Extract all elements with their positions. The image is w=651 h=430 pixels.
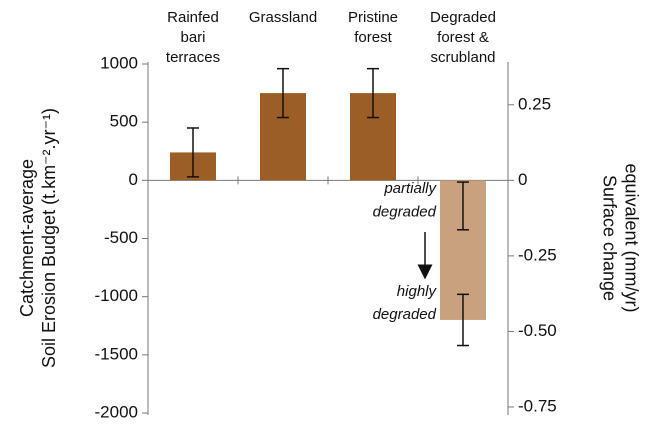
y-tick-label: 1000 bbox=[100, 53, 138, 72]
y2-tick-label: -0.75 bbox=[518, 396, 557, 415]
category-label: Grassland bbox=[249, 9, 317, 26]
error-bar bbox=[367, 67, 379, 119]
category-label: Degraded bbox=[430, 9, 496, 26]
y2-tick-label: -0.25 bbox=[518, 245, 557, 264]
category-label: terraces bbox=[166, 49, 220, 66]
annotation: degraded bbox=[373, 306, 437, 323]
y-tick-label: -500 bbox=[104, 228, 138, 247]
y-axis-label: Soil Erosion Budget (t.km⁻².yr⁻¹) bbox=[39, 108, 59, 368]
y-tick-label: 0 bbox=[129, 170, 138, 189]
category-label: scrubland bbox=[430, 49, 495, 66]
y-axis-label: Catchment-average bbox=[17, 159, 37, 317]
y2-axis-label: equivalent (mm/yr) bbox=[621, 163, 641, 312]
y-tick-label: -1500 bbox=[95, 344, 138, 363]
annotation: partially bbox=[383, 180, 437, 197]
y-tick-label: 500 bbox=[110, 112, 138, 131]
y2-tick-label: -0.50 bbox=[518, 321, 557, 340]
y2-axis-label: Surface change bbox=[599, 175, 619, 301]
error-bar bbox=[277, 67, 289, 119]
annotation: degraded bbox=[373, 203, 437, 220]
y2-tick-label: 0 bbox=[518, 170, 527, 189]
y-tick-label: -2000 bbox=[95, 402, 138, 421]
category-label: Pristine bbox=[348, 9, 398, 26]
category-label: forest & bbox=[437, 29, 489, 46]
error-bar bbox=[187, 127, 199, 178]
error-bar bbox=[457, 293, 469, 347]
category-label: forest bbox=[354, 29, 392, 46]
annotation: highly bbox=[397, 283, 438, 300]
error-bar bbox=[457, 181, 469, 231]
y-tick-label: -1000 bbox=[95, 286, 138, 305]
y2-tick-label: 0.25 bbox=[518, 94, 551, 113]
category-label: Rainfed bbox=[167, 9, 219, 26]
category-label: bari bbox=[180, 29, 205, 46]
